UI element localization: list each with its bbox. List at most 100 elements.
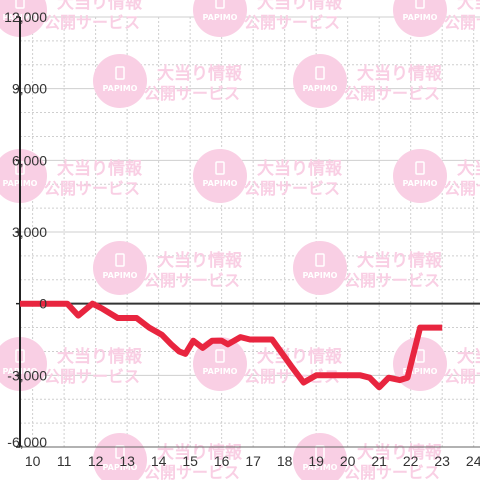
watermark-line1: 大当り情報 — [457, 158, 480, 179]
watermark-logo-circle — [393, 337, 447, 391]
watermark-logo-circle — [193, 337, 247, 391]
x-tick-label: 19 — [308, 453, 324, 469]
watermark-logo-circle — [0, 0, 47, 37]
watermark-logo-circle — [393, 149, 447, 203]
watermark-line1: 大当り情報 — [257, 158, 343, 179]
watermark-logo-circle — [93, 241, 147, 295]
series — [19, 300, 443, 391]
watermark-line1: 大当り情報 — [257, 0, 343, 13]
watermark-phone-icon — [315, 253, 325, 267]
watermark-line2: 公開サービス — [344, 84, 440, 103]
watermark-phone-icon — [415, 0, 425, 9]
series-line — [20, 300, 443, 391]
watermark-line2: 公開サービス — [344, 271, 440, 290]
watermark-line2: 公開サービス — [44, 13, 140, 32]
x-tick-label: 22 — [403, 453, 419, 469]
watermark-line2: 公開サービス — [244, 13, 340, 32]
x-tick-label: 23 — [434, 453, 450, 469]
watermark-logo-text: PAPIMO — [203, 367, 238, 376]
y-tick-label: -3,000 — [7, 367, 47, 383]
watermark-line2: 公開サービス — [444, 367, 480, 386]
watermark-logo-text: PAPIMO — [403, 179, 438, 188]
x-tick-label: 17 — [245, 453, 261, 469]
watermark-logo-text: PAPIMO — [103, 463, 138, 472]
watermark-line2: 公開サービス — [244, 179, 340, 198]
watermark-logo-circle — [193, 0, 247, 37]
watermark-line2: 公開サービス — [244, 367, 340, 386]
x-tick-label: 18 — [277, 453, 293, 469]
watermark-line1: 大当り情報 — [157, 442, 243, 463]
watermark-phone-icon — [115, 253, 125, 267]
watermark-line1: 大当り情報 — [157, 250, 243, 271]
watermark-phone-icon — [115, 66, 125, 80]
watermark-line1: 大当り情報 — [57, 0, 143, 13]
x-tick-label: 16 — [214, 453, 230, 469]
tick-labels: -6,000 -3,000 0 3,000 6,000 9,000 12,000 10 11 12… — [4, 9, 480, 469]
watermark-logo-circle — [0, 337, 47, 391]
y-tick-label: 0 — [39, 296, 47, 312]
watermark-logo-circle — [93, 54, 147, 108]
watermark-logo-text: PAPIMO — [403, 367, 438, 376]
watermark-logo-text: PAPIMO — [203, 179, 238, 188]
watermark-logo-text: PAPIMO — [203, 13, 238, 22]
watermark-logo-circle — [193, 149, 247, 203]
watermark-logo-text: PAPIMO — [403, 13, 438, 22]
watermark-line2: 公開サービス — [44, 367, 140, 386]
x-tick-label: 21 — [371, 453, 387, 469]
watermark-line1: 大当り情報 — [257, 346, 343, 367]
watermark-line1: 大当り情報 — [457, 346, 480, 367]
watermark-line1: 大当り情報 — [457, 0, 480, 13]
watermark-logo-circle — [0, 149, 47, 203]
watermark-logo-circle — [293, 241, 347, 295]
watermark-line1: 大当り情報 — [357, 63, 443, 84]
x-tick-label: 24 — [466, 453, 480, 469]
watermark-phone-icon — [215, 161, 225, 175]
watermark-logo-circle — [93, 433, 147, 480]
y-tick-label: 12,000 — [4, 9, 47, 25]
watermark-phone-icon — [315, 445, 325, 459]
y-tick-label: 3,000 — [12, 224, 47, 240]
watermark-logo-text: PAPIMO — [103, 271, 138, 280]
watermark-logo-text: PAPIMO — [303, 271, 338, 280]
x-tick-label: 20 — [340, 453, 356, 469]
watermark-phone-icon — [15, 0, 25, 9]
x-tick-label: 10 — [25, 453, 41, 469]
watermark-line2: 公開サービス — [44, 179, 140, 198]
watermark-logo-text: PAPIMO — [103, 84, 138, 93]
watermark-logo-circle — [293, 54, 347, 108]
watermark-line2: 公開サービス — [444, 13, 480, 32]
watermark-logo-circle — [293, 433, 347, 480]
watermark-phone-icon — [315, 66, 325, 80]
watermark-line2: 公開サービス — [344, 463, 440, 480]
y-tick-label: 9,000 — [12, 81, 47, 97]
x-tick-label: 14 — [151, 453, 167, 469]
watermark-phone-icon — [115, 445, 125, 459]
watermark-line1: 大当り情報 — [57, 346, 143, 367]
x-tick-label: 13 — [119, 453, 135, 469]
watermark-logo-text: PAPIMO — [303, 84, 338, 93]
watermark-logo-circle — [393, 0, 447, 37]
watermark-line2: 公開サービス — [144, 463, 240, 480]
x-tick-label: 15 — [182, 453, 198, 469]
watermark-phone-icon — [415, 161, 425, 175]
watermark-line2: 公開サービス — [444, 179, 480, 198]
watermark-line2: 公開サービス — [144, 271, 240, 290]
y-tick-label: 6,000 — [12, 152, 47, 168]
x-tick-label: 11 — [57, 453, 72, 469]
watermark-line1: 大当り情報 — [57, 158, 143, 179]
watermark-line1: 大当り情報 — [357, 442, 443, 463]
